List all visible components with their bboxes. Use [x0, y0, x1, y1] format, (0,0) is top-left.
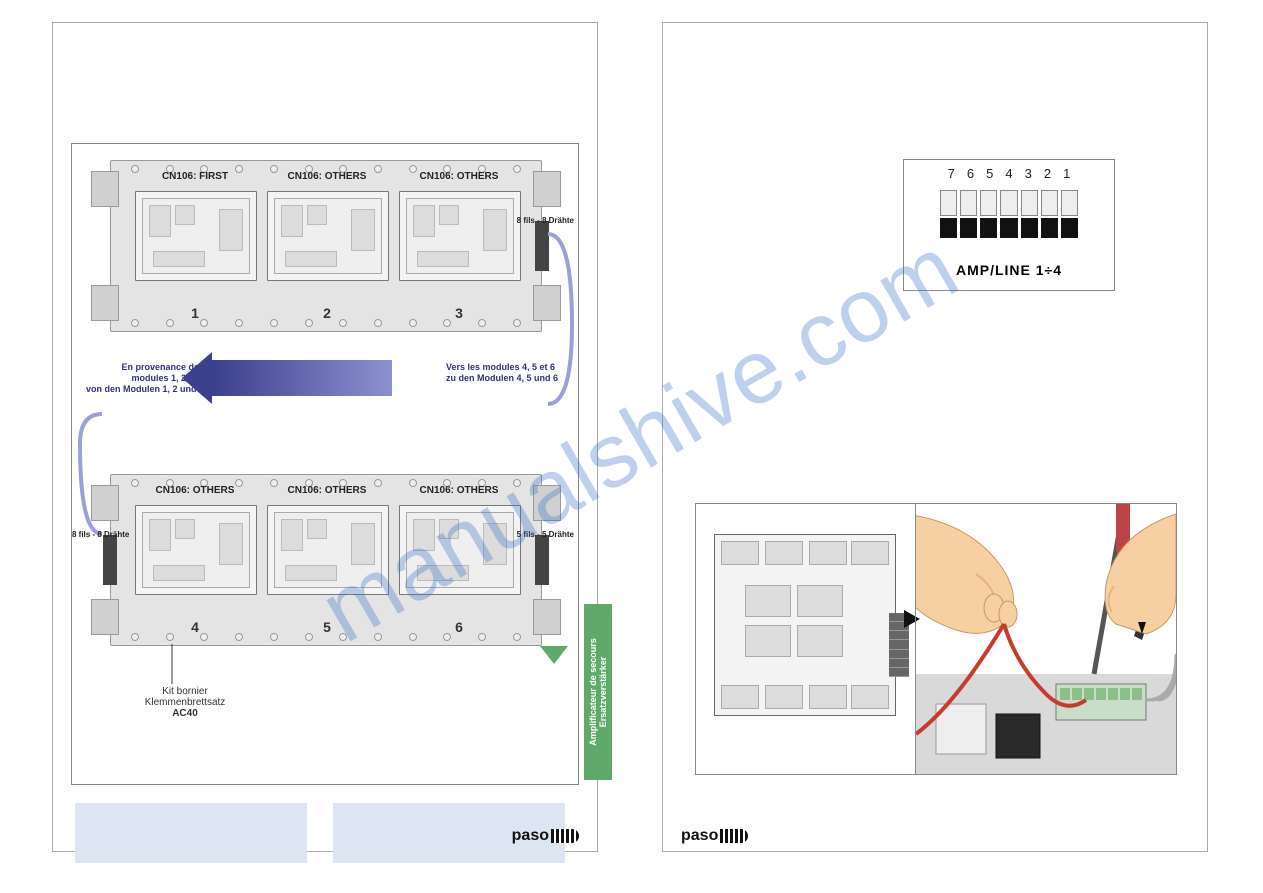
- logo-bars-icon: [720, 829, 748, 843]
- module-card: [399, 191, 521, 281]
- rack-ear: [533, 485, 561, 521]
- kit-label: Kit bornier Klemmenbrettsatz AC40: [110, 686, 260, 719]
- amplifier-arrow-down: [540, 646, 568, 664]
- module-number: 3: [399, 305, 519, 321]
- module-card: [135, 505, 257, 595]
- terminal-num: 7: [948, 166, 955, 181]
- pcb-board: [714, 534, 896, 716]
- terminal-num: 1: [1063, 166, 1070, 181]
- brand-logo: paso: [512, 827, 579, 845]
- logo-bars-icon: [551, 829, 579, 843]
- note-box: [75, 803, 307, 863]
- rack-ear: [91, 599, 119, 635]
- wiring-figure: [695, 503, 1177, 775]
- terminal-num: 2: [1044, 166, 1051, 181]
- page-right: 7 6 5 4 3 2 1 AMP/LINE 1÷4: [662, 22, 1208, 852]
- module-number: 5: [267, 619, 387, 635]
- hands-svg: [916, 504, 1176, 774]
- terminal-num: 5: [986, 166, 993, 181]
- kit-label-line: Klemmenbrettsatz: [145, 697, 226, 708]
- connector-block: [103, 535, 117, 585]
- terminal-row-lower: [940, 218, 1078, 238]
- hand-illustration: [915, 504, 1176, 774]
- module-card: [399, 505, 521, 595]
- page-left: CN106: FIRST CN106: OTHERS CN106: OTHERS…: [52, 22, 598, 852]
- module-title: CN106: OTHERS: [399, 485, 519, 496]
- rack-ear: [533, 171, 561, 207]
- module-title: CN106: FIRST: [135, 171, 255, 182]
- terminal-num: 4: [1005, 166, 1012, 181]
- kit-pointer-line: [132, 644, 192, 686]
- module-title: CN106: OTHERS: [267, 171, 387, 182]
- connector-block: [535, 221, 549, 271]
- module-card: [267, 191, 389, 281]
- terminal-figure: 7 6 5 4 3 2 1 AMP/LINE 1÷4: [903, 159, 1115, 291]
- rack-top: CN106: FIRST CN106: OTHERS CN106: OTHERS…: [110, 160, 542, 332]
- module-number: 2: [267, 305, 387, 321]
- flow-arrow: [212, 360, 392, 396]
- rack-ear: [533, 599, 561, 635]
- terminal-num: 3: [1025, 166, 1032, 181]
- terminal-numbers: 7 6 5 4 3 2 1: [904, 166, 1114, 181]
- module-title: CN106: OTHERS: [135, 485, 255, 496]
- terminal-title: AMP/LINE 1÷4: [904, 262, 1114, 278]
- wire-count-label: 8 fils - 8 Drähte: [72, 530, 129, 539]
- module-card: [135, 191, 257, 281]
- module-number: 6: [399, 619, 519, 635]
- rack-ear: [91, 171, 119, 207]
- rack-ear: [91, 285, 119, 321]
- connector-block: [535, 535, 549, 585]
- module-number: 4: [135, 619, 255, 635]
- wire-count-label: 5 fils - 5 Drähte: [517, 530, 574, 539]
- rack-bottom: CN106: OTHERS CN106: OTHERS CN106: OTHER…: [110, 474, 542, 646]
- module-card: [267, 505, 389, 595]
- amplifier-label-vertical: Amplificateur de secoursErsatzverstärker: [584, 604, 612, 780]
- wire-count-label: 8 fils - 8 Drähte: [517, 216, 574, 225]
- terminal-row-upper: [940, 190, 1078, 216]
- module-title: CN106: OTHERS: [399, 171, 519, 182]
- kit-label-code: AC40: [172, 708, 198, 719]
- brand-logo: paso: [681, 827, 748, 845]
- terminal-num: 6: [967, 166, 974, 181]
- kit-label-line: Kit bornier: [162, 686, 208, 697]
- rack-ear: [533, 285, 561, 321]
- module-title: CN106: OTHERS: [267, 485, 387, 496]
- rack-diagram-frame: CN106: FIRST CN106: OTHERS CN106: OTHERS…: [71, 143, 579, 785]
- rack-ear: [91, 485, 119, 521]
- module-number: 1: [135, 305, 255, 321]
- flow-text-right: Vers les modules 4, 5 et 6zu den Modulen…: [446, 362, 566, 384]
